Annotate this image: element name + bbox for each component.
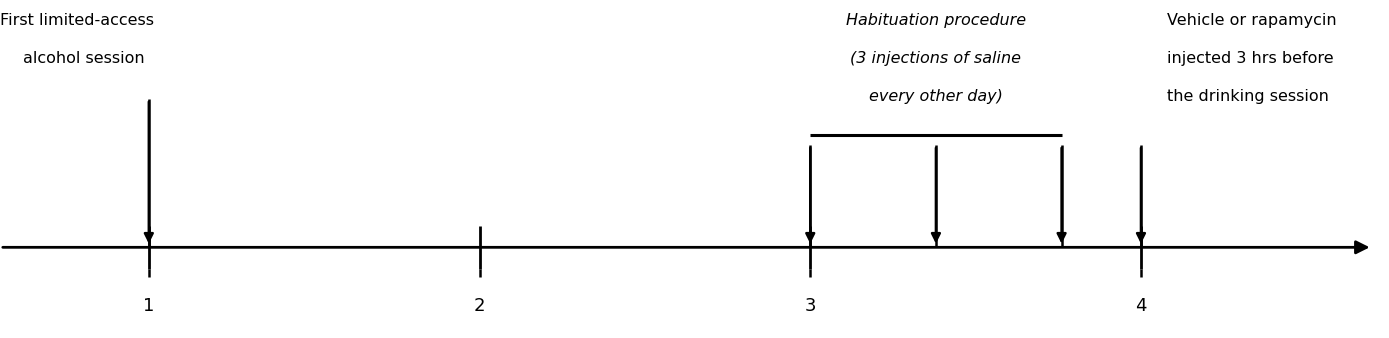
Text: Habituation procedure: Habituation procedure bbox=[846, 13, 1026, 28]
Text: (3 injections of saline: (3 injections of saline bbox=[850, 51, 1021, 66]
Text: injected 3 hrs before: injected 3 hrs before bbox=[1167, 51, 1333, 66]
Text: every other day): every other day) bbox=[870, 89, 1003, 104]
Text: 2: 2 bbox=[474, 297, 485, 315]
Text: 3: 3 bbox=[804, 297, 815, 315]
Text: the drinking session: the drinking session bbox=[1167, 89, 1329, 104]
Text: First limited-access: First limited-access bbox=[0, 13, 154, 28]
Text: Vehicle or rapamycin: Vehicle or rapamycin bbox=[1167, 13, 1338, 28]
Text: 1: 1 bbox=[143, 297, 154, 315]
Text: 4: 4 bbox=[1135, 297, 1147, 315]
Text: alcohol session: alcohol session bbox=[24, 51, 144, 66]
